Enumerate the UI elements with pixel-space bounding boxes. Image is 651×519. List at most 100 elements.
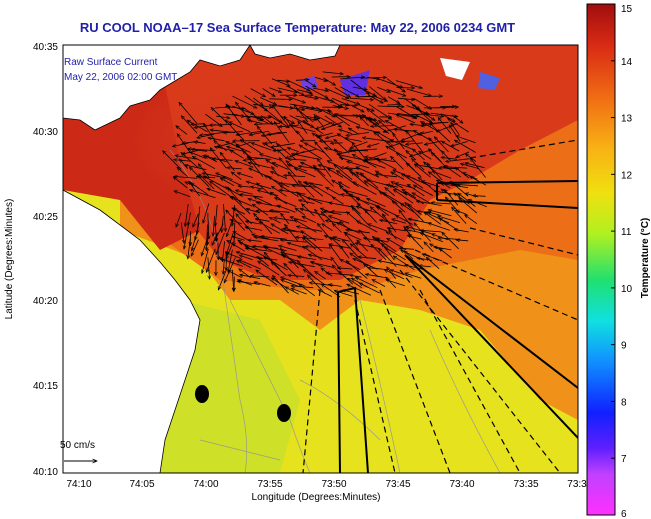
current-vector [347,161,370,169]
current-vector [378,159,397,170]
current-vector [207,231,208,245]
current-vector [329,284,342,287]
current-vector [287,148,299,153]
current-vector [465,163,485,169]
current-vector [452,207,467,224]
colorbar-tick-label: 11 [621,227,632,238]
current-vector [274,218,297,222]
current-vector [245,227,263,231]
current-vector [277,80,290,82]
current-vector [218,268,228,290]
current-vector [188,239,191,259]
current-vector [271,142,296,147]
current-vector [353,181,377,195]
current-vector [454,229,469,233]
current-vector [375,159,396,163]
current-vector [392,201,406,213]
current-vector [215,204,218,226]
x-tick-label: 74:10 [66,479,91,490]
current-vector [240,194,263,198]
legend-date: May 22, 2006 02:00 GMT [64,72,177,83]
current-vector [292,186,317,188]
current-vector [384,247,406,261]
current-vector [247,157,272,160]
current-vector [299,200,315,204]
current-vector [358,104,374,112]
current-vector [359,282,380,294]
current-vector [254,282,271,287]
current-vector [297,131,305,141]
current-vector [321,284,341,298]
current-vector [350,141,368,149]
current-vector [230,220,242,225]
current-vector [314,76,327,81]
current-vector [286,95,305,103]
current-vector [390,270,413,278]
current-vector [367,77,379,79]
current-vector [235,190,253,195]
current-vector [424,211,450,224]
current-vector [294,104,309,123]
current-vector [405,265,424,270]
current-vector [191,149,208,152]
current-vector [375,174,398,178]
current-vector [328,111,351,127]
current-vector [227,147,243,152]
current-vector [295,80,309,81]
current-vector [208,212,209,239]
colorbar-tick-label: 9 [621,341,627,352]
current-vector [350,244,368,259]
x-tick-label: 73:40 [449,479,474,490]
current-vector [250,88,266,97]
current-vector [290,217,307,223]
current-vector [343,290,360,295]
current-vector [346,230,370,234]
current-vector [455,167,470,179]
map-frame [62,44,579,474]
current-vector [181,116,198,134]
current-vector [396,114,416,124]
current-vector [252,204,269,216]
current-vector [211,232,218,246]
current-vector [324,115,342,127]
current-vector [350,105,364,113]
current-vector [375,96,388,101]
current-vector [355,276,378,289]
current-vector [406,131,424,153]
current-vector [255,219,270,222]
current-vector [251,143,272,151]
current-vector [452,184,479,186]
current-vector [346,261,368,279]
current-vector [269,87,281,93]
current-vector [281,213,290,225]
current-vector [216,115,230,118]
current-vector [297,89,312,94]
current-vector [386,277,396,288]
current-vector [358,96,376,97]
current-vector [393,256,415,271]
current-vector [228,249,233,273]
colorbar-tick-label: 14 [621,57,633,68]
current-vector [332,197,344,205]
current-vector [284,263,299,279]
current-vector [451,114,463,123]
current-vector [329,216,350,224]
current-vector [291,154,318,160]
current-vector [277,87,298,93]
current-vector [345,138,362,142]
current-vector [444,189,459,206]
current-vector [456,210,468,215]
current-vector [239,242,262,251]
current-vector [377,238,397,253]
current-vector [451,141,468,147]
current-vector [176,212,182,227]
current-vector [289,125,316,133]
current-vector [237,173,254,178]
current-vector [222,215,224,233]
current-vector [396,88,414,89]
current-vector [202,248,209,274]
current-vector [279,246,297,251]
current-vector [360,77,387,78]
current-vector [369,119,390,134]
warm-blob [130,70,370,210]
